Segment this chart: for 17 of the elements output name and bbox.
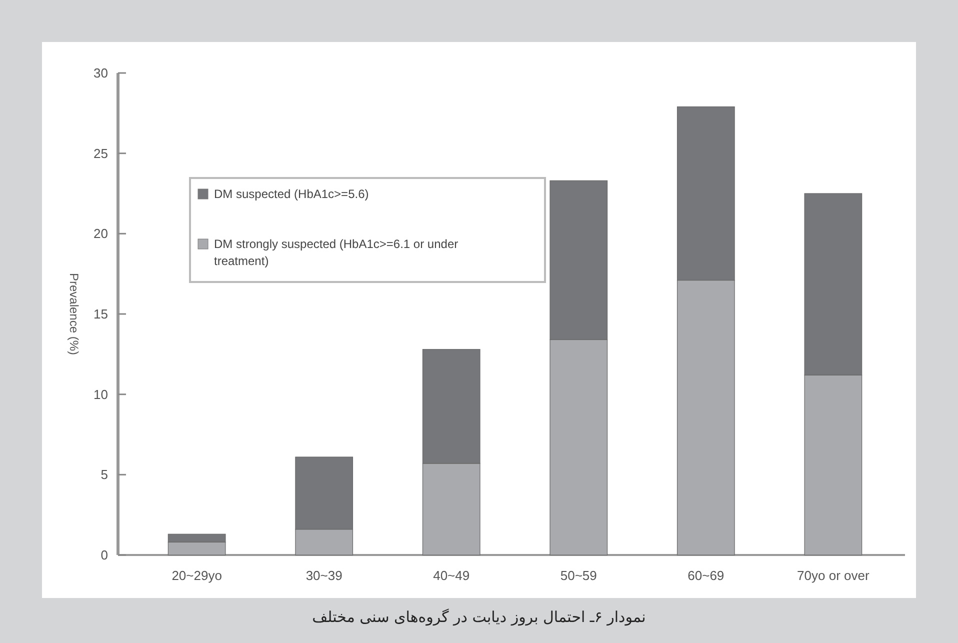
x-tick-label: 20~29yo bbox=[172, 568, 222, 583]
y-axis-title: Prevalence (%) bbox=[67, 272, 81, 356]
x-tick-label: 40~49 bbox=[433, 568, 470, 583]
y-tick-label: 20 bbox=[94, 226, 108, 242]
text: نمودار ۶ـ احتمال بروز دیابت در گروه‌های سنی مختلف bbox=[312, 608, 646, 626]
x-tick-label: 70yo or over bbox=[797, 568, 870, 583]
y-tick-label: 15 bbox=[94, 306, 108, 322]
legend-label: DM strongly suspected (HbA1c>=6.1 or under treatment) bbox=[214, 237, 458, 268]
legend-label: DM suspected (HbA1c>=5.6) bbox=[214, 187, 369, 201]
y-tick-label: 0 bbox=[100, 548, 108, 563]
x-tick-label: 60~69 bbox=[688, 568, 724, 583]
y-tick-label: 5 bbox=[100, 467, 108, 482]
x-tick-label: 50~59 bbox=[560, 568, 597, 583]
y-tick-label: 10 bbox=[94, 386, 108, 402]
x-tick-label: 30~39 bbox=[306, 568, 342, 583]
y-tick-label: 30 bbox=[94, 66, 108, 81]
y-tick-label: 25 bbox=[94, 146, 108, 161]
